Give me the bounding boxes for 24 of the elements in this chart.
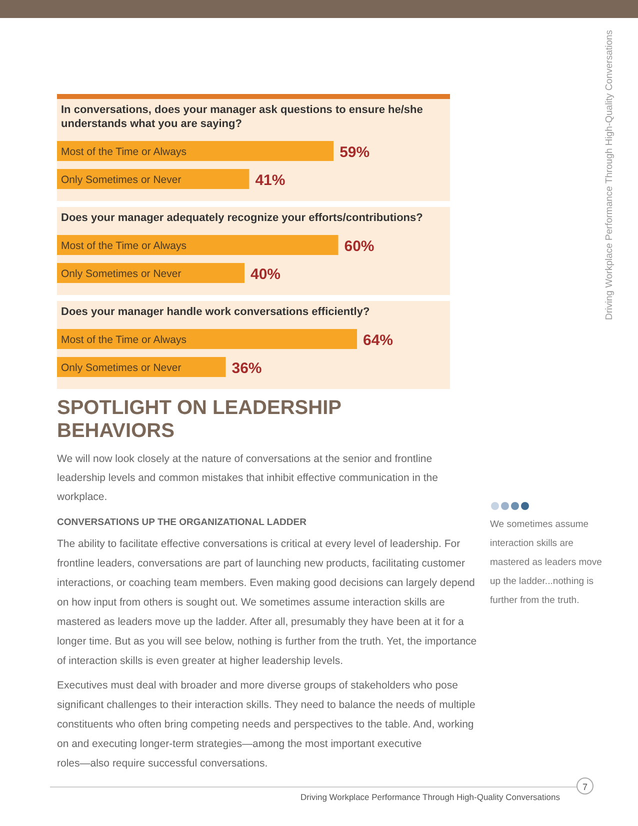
text: The ability to facilitate effective conversations is critical at every level of leadership. For frontline leaders, conversations are part of launching new products, facilitating customer interactions, or coaching team members. Even making good decisions can largely depend on how input from others is sought out. We sometimes assume interaction skills are mastered as leaders move up the ladder. After all, presumably they have been at it for a longer time. But as you will see below, nothing is further from the truth. Yet, the importance of interaction skills is even greater at higher leadership levels. (57, 538, 477, 667)
data-label: 36% (232, 360, 262, 377)
y-tick-label: Most of the Time or Always (61, 334, 186, 346)
text: We sometimes assume interaction skills are mastered as leaders move up the ladder...nothing is further from the truth. (490, 519, 602, 606)
text: We will now look closely at the nature of conversations at the senior and frontline leadership levels and common mistakes that inhibit effective communication in the workplace. (56, 453, 438, 503)
y-tick-label: Most of the Time or Always (61, 146, 186, 158)
text: CONVERSATIONS UP THE ORGANIZATIONAL LADDER (57, 517, 307, 528)
text: Executives must deal with broader and more diverse groups of stakeholders who pose significant challenges to their interaction skills. They need to balance the needs of multiple constituents who often bring competing needs and perspectives to the table. And, working on and executing longer-term strategies—among the most important executive roles—also require successful conversations. (57, 680, 476, 770)
text: Driving Workplace Performance Through High-Quality Conversations (604, 30, 615, 320)
chart-title: In conversations, does your manager ask questions to ensure he/she understands what you are saying? (61, 104, 423, 130)
text: SPOTLIGHT ON LEADERSHIP BEHAVIORS (57, 397, 342, 442)
data-label: 59% (340, 144, 370, 161)
text: Driving Workplace Performance Through High-Quality Conversations (300, 792, 560, 802)
data-label: 41% (255, 172, 286, 189)
chart-title: Does your manager adequately recognize your efforts/contributions? (61, 212, 424, 224)
y-tick-label: Only Sometimes or Never (61, 174, 182, 186)
y-tick-label: Most of the Time or Always (61, 240, 186, 252)
data-label: 40% (250, 266, 281, 283)
data-label: 60% (344, 238, 374, 255)
data-label: 64% (363, 332, 394, 349)
y-tick-label: Only Sometimes or Never (61, 362, 182, 374)
y-tick-label: Only Sometimes or Never (61, 268, 182, 280)
chart-title: Does your manager handle work conversations efficiently? (61, 306, 370, 318)
text: 7 (582, 782, 588, 792)
